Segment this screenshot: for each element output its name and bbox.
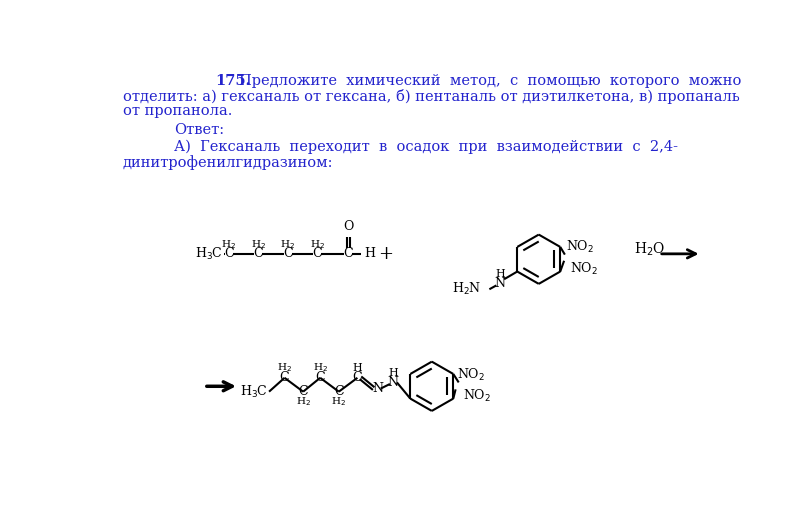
Text: H$_2$O: H$_2$O [634,241,666,258]
Text: H$_2$: H$_2$ [310,238,324,251]
Text: NO$_2$: NO$_2$ [567,238,594,255]
Text: H$_2$: H$_2$ [221,238,236,251]
Text: H$_2$: H$_2$ [332,395,346,408]
Text: O: O [343,220,353,233]
Text: C: C [280,372,290,384]
Text: от пропанола.: от пропанола. [123,104,232,118]
Text: C: C [253,247,263,260]
Text: N: N [495,277,506,290]
Text: H: H [388,368,398,378]
Text: N: N [373,382,384,395]
Text: H$_2$N: H$_2$N [452,281,482,297]
Text: C: C [282,247,292,260]
Text: C: C [343,247,353,260]
Text: H$_2$: H$_2$ [280,238,295,251]
Text: C: C [312,247,322,260]
Text: C: C [353,372,362,384]
Text: H$_2$: H$_2$ [312,362,328,374]
Text: динитрофенилгидразином:: динитрофенилгидразином: [123,155,333,170]
Text: отделить: а) гексаналь от гексана, б) пентаналь от диэтилкетона, в) пропаналь: отделить: а) гексаналь от гексана, б) пе… [123,89,739,104]
Text: 175.: 175. [215,74,251,88]
Text: C: C [316,372,325,384]
Text: H$_3$C: H$_3$C [194,246,223,262]
Text: H$_2$: H$_2$ [295,395,311,408]
Text: N: N [387,376,399,389]
Text: C: C [224,247,233,260]
Text: Предложите  химический  метод,  с  помощью  которого  можно: Предложите химический метод, с помощью к… [239,74,741,88]
Text: H$_3$C: H$_3$C [240,384,267,400]
Text: H$_2$: H$_2$ [277,362,292,374]
Text: NO$_2$: NO$_2$ [570,261,597,277]
Text: C: C [299,385,308,398]
Text: NO$_2$: NO$_2$ [457,367,485,383]
Text: +: + [378,245,393,263]
Text: А)  Гексаналь  переходит  в  осадок  при  взаимодействии  с  2,4-: А) Гексаналь переходит в осадок при взаи… [174,140,679,154]
Text: NO$_2$: NO$_2$ [462,388,491,404]
Text: C: C [334,385,344,398]
Text: H$_2$: H$_2$ [251,238,266,251]
Text: H: H [365,247,375,260]
Text: H: H [495,269,505,279]
Text: H: H [353,363,362,373]
Text: Ответ:: Ответ: [174,123,224,137]
